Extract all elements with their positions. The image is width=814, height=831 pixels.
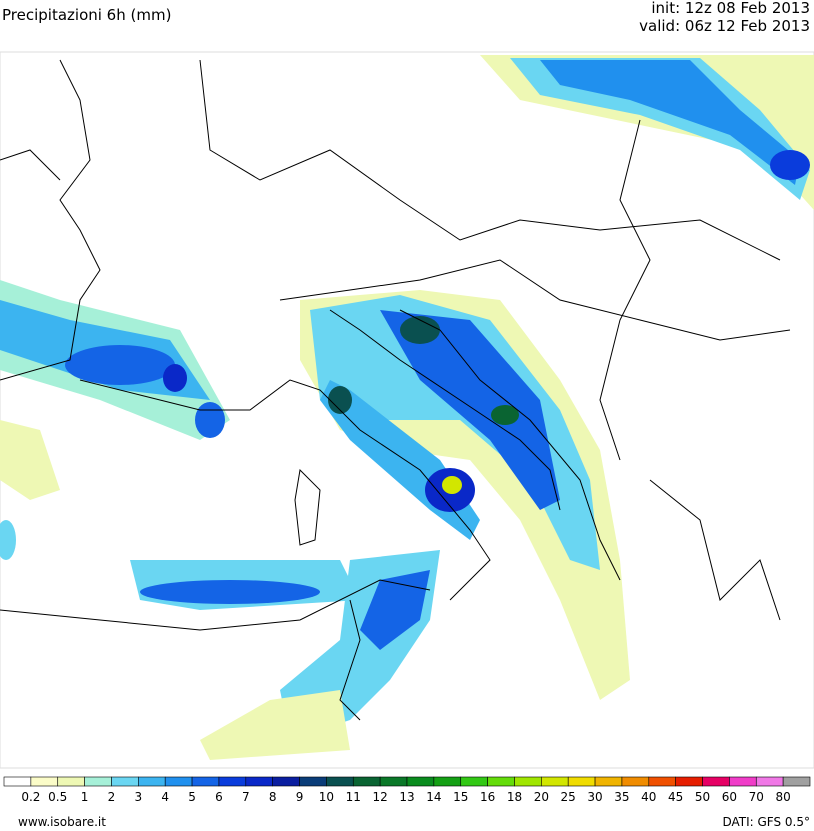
color-swatch bbox=[191, 776, 220, 787]
legend-label: 25 bbox=[561, 790, 576, 804]
legend-label: 50 bbox=[695, 790, 710, 804]
color-swatch bbox=[541, 776, 569, 787]
legend-label: 10 bbox=[319, 790, 334, 804]
color-swatch bbox=[648, 776, 676, 787]
legend-label: 9 bbox=[296, 790, 304, 804]
color-swatch bbox=[621, 776, 650, 787]
color-swatch bbox=[164, 776, 193, 787]
legend-label: 15 bbox=[453, 790, 468, 804]
color-swatch bbox=[379, 776, 408, 787]
legend-label: 70 bbox=[749, 790, 764, 804]
legend-label: 4 bbox=[161, 790, 169, 804]
legend-label: 35 bbox=[614, 790, 629, 804]
legend-label: 0.5 bbox=[48, 790, 67, 804]
color-swatch bbox=[487, 776, 515, 787]
color-swatch bbox=[245, 776, 273, 787]
legend-label: 18 bbox=[507, 790, 522, 804]
color-swatch bbox=[782, 776, 811, 787]
legend: 0.2 0.5 1 2 3 4 5 6 7 8 9 10 11 12 13 14 15 16 18 20 25 30 35 4… bbox=[3, 776, 811, 804]
valid-time: valid: 06z 12 Feb 2013 bbox=[639, 17, 810, 35]
legend-label: 7 bbox=[242, 790, 250, 804]
legend-label: 11 bbox=[346, 790, 361, 804]
legend-label: 3 bbox=[135, 790, 143, 804]
precip-field bbox=[0, 55, 814, 760]
title: Precipitazioni 6h (mm) bbox=[2, 6, 171, 24]
legend-label: 80 bbox=[775, 790, 790, 804]
legend-label: 8 bbox=[269, 790, 277, 804]
legend-label: 20 bbox=[534, 790, 549, 804]
color-swatch bbox=[138, 776, 166, 787]
color-swatch bbox=[729, 776, 757, 787]
color-swatch bbox=[352, 776, 381, 787]
legend-label: 16 bbox=[480, 790, 495, 804]
legend-label: 2 bbox=[108, 790, 116, 804]
color-swatch bbox=[406, 776, 435, 787]
color-swatch bbox=[57, 776, 85, 787]
color-swatch bbox=[218, 776, 247, 787]
color-swatch bbox=[84, 776, 112, 787]
color-swatch bbox=[326, 776, 354, 787]
color-swatch bbox=[433, 776, 462, 787]
color-swatch bbox=[3, 776, 32, 787]
color-swatch bbox=[567, 776, 596, 787]
color-swatch bbox=[272, 776, 300, 787]
color-swatch bbox=[514, 776, 542, 787]
color-swatch bbox=[299, 776, 327, 787]
init-time: init: 12z 08 Feb 2013 bbox=[651, 0, 810, 17]
color-swatch bbox=[111, 776, 139, 787]
map bbox=[0, 51, 814, 769]
legend-label: 14 bbox=[426, 790, 441, 804]
color-swatch bbox=[702, 776, 730, 787]
color-swatch bbox=[30, 776, 59, 787]
coastlines bbox=[0, 59, 791, 721]
legend-label: 6 bbox=[215, 790, 223, 804]
legend-label: 1 bbox=[81, 790, 89, 804]
data-source: DATI: GFS 0.5° bbox=[722, 815, 810, 829]
legend-label: 45 bbox=[668, 790, 683, 804]
legend-label: 60 bbox=[722, 790, 737, 804]
color-swatch bbox=[755, 776, 784, 787]
color-swatch bbox=[675, 776, 703, 787]
legend-label: 12 bbox=[372, 790, 387, 804]
legend-label: 0.2 bbox=[21, 790, 40, 804]
legend-label: 40 bbox=[641, 790, 656, 804]
color-swatch bbox=[460, 776, 488, 787]
legend-label: 13 bbox=[399, 790, 414, 804]
legend-label: 30 bbox=[587, 790, 602, 804]
color-swatch bbox=[594, 776, 623, 787]
site-credit: www.isobare.it bbox=[18, 815, 106, 829]
legend-label: 5 bbox=[188, 790, 196, 804]
